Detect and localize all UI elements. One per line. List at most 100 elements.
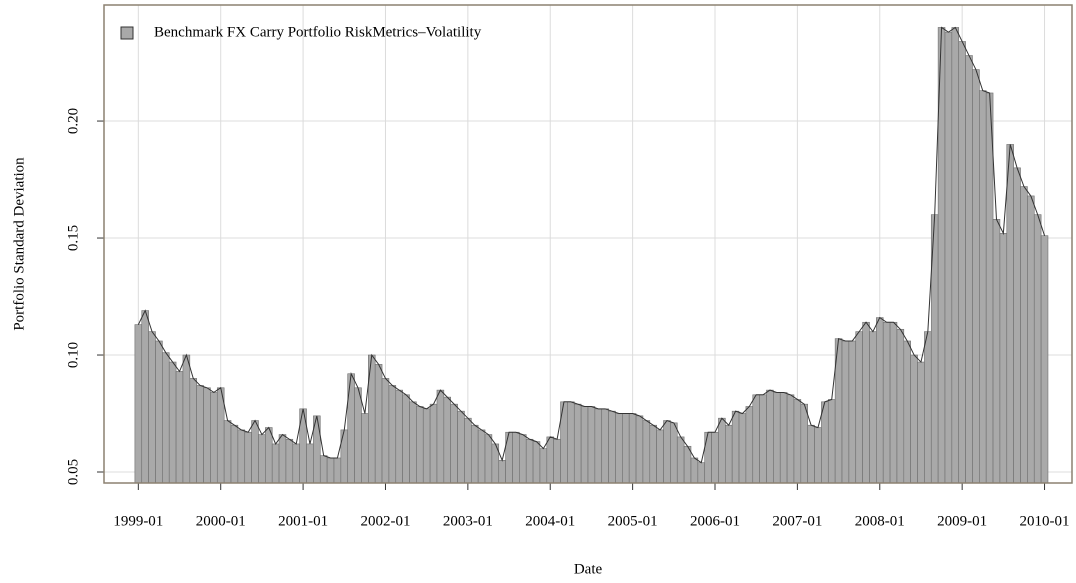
bar	[422, 408, 431, 484]
bar	[258, 434, 266, 484]
bar	[917, 361, 925, 484]
bar	[725, 424, 733, 484]
bar	[622, 413, 630, 484]
bar	[979, 90, 987, 484]
bar	[718, 417, 726, 484]
bar	[326, 457, 335, 484]
bar	[958, 41, 966, 484]
bar	[985, 92, 994, 484]
bar	[470, 424, 479, 484]
bar	[869, 331, 877, 484]
bar	[450, 403, 458, 484]
bar	[745, 406, 754, 484]
bar	[752, 394, 760, 484]
x-tick-label: 2005-01	[608, 513, 658, 529]
bar	[409, 401, 417, 484]
x-tick-label: 2001-01	[278, 513, 328, 529]
x-tick-label: 2007-01	[772, 513, 822, 529]
bar	[601, 408, 609, 484]
legend-swatch	[120, 26, 134, 40]
bar	[319, 455, 328, 484]
bar	[1013, 167, 1021, 484]
bar	[539, 448, 548, 484]
bar	[580, 406, 589, 484]
bar	[944, 31, 953, 484]
bar	[697, 462, 706, 484]
bar	[965, 55, 973, 484]
bar	[354, 387, 362, 484]
bar	[827, 399, 836, 484]
bar	[381, 378, 390, 484]
bar	[306, 443, 314, 484]
legend-label: Benchmark FX Carry Portfolio RiskMetrics…	[154, 24, 482, 40]
bar	[203, 387, 211, 484]
bar	[464, 417, 472, 484]
bar	[972, 69, 980, 484]
bar	[759, 394, 767, 484]
bar	[1040, 235, 1049, 484]
bar	[642, 420, 651, 484]
bar	[216, 387, 225, 484]
bar	[594, 408, 603, 484]
bar	[333, 457, 342, 484]
bar	[162, 352, 170, 484]
bar	[210, 392, 218, 484]
bar	[237, 429, 246, 484]
bar	[793, 399, 802, 484]
bar	[848, 340, 857, 484]
bar	[587, 406, 596, 484]
bar	[649, 424, 657, 484]
bar	[882, 321, 891, 484]
bar	[670, 422, 678, 484]
bar	[567, 401, 575, 484]
x-axis-label: Date	[574, 561, 603, 577]
bar	[436, 389, 445, 484]
bar	[148, 331, 156, 484]
bar	[519, 434, 527, 484]
outline	[137, 26, 1046, 464]
bar	[155, 340, 163, 484]
bar	[1020, 186, 1028, 484]
bar	[265, 427, 273, 484]
bar	[230, 424, 239, 484]
bar	[532, 441, 541, 484]
bar	[443, 396, 451, 484]
bar	[573, 403, 582, 484]
bar	[896, 328, 905, 484]
bar	[876, 317, 884, 484]
bar	[635, 415, 644, 484]
bar	[429, 403, 438, 484]
bar	[278, 434, 287, 484]
bar	[388, 385, 397, 484]
bar	[676, 436, 685, 484]
y-tick-label: 0.05	[65, 459, 81, 485]
bar	[628, 413, 637, 484]
bar	[924, 331, 932, 484]
bar	[525, 438, 534, 484]
bar	[244, 431, 252, 484]
bar	[951, 27, 960, 484]
bar	[663, 420, 671, 484]
x-tick-label: 1999-01	[113, 513, 163, 529]
bar	[402, 394, 410, 484]
bar	[182, 354, 191, 484]
bar	[731, 410, 740, 484]
bar	[285, 438, 294, 484]
bar	[690, 457, 699, 484]
bar	[821, 401, 829, 484]
bar	[196, 385, 204, 484]
bar	[361, 413, 369, 484]
bar	[855, 331, 863, 484]
bar	[223, 420, 232, 484]
bar	[505, 431, 513, 484]
bar	[711, 431, 719, 484]
bar	[999, 233, 1008, 484]
bar	[374, 364, 383, 484]
bar	[910, 354, 918, 484]
bar	[457, 410, 465, 484]
y-tick-label: 0.15	[65, 225, 81, 251]
bar	[814, 427, 822, 484]
bar	[189, 378, 197, 484]
bar	[773, 392, 781, 484]
